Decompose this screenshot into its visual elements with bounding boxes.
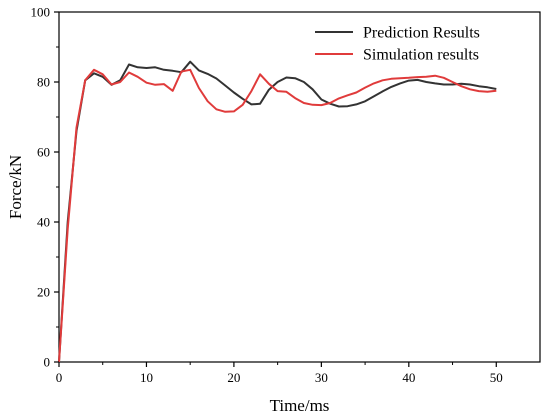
x-axis-title: Time/ms [270, 396, 330, 415]
x-tick-label: 50 [490, 370, 503, 385]
legend-label-0: Prediction Results [363, 25, 480, 42]
y-tick-label: 20 [37, 285, 50, 300]
y-tick-label: 40 [37, 215, 50, 230]
y-axis-title: Force/kN [6, 155, 25, 219]
y-tick-label: 60 [37, 145, 50, 160]
x-tick-label: 20 [227, 370, 240, 385]
axes-layer: 0 10 20 30 40 50 0 20 40 60 80 100 [31, 5, 503, 386]
y-tick-label: 80 [37, 75, 50, 90]
y-tick-label: 0 [44, 355, 51, 370]
series-line-1 [58, 68, 497, 363]
series-layer [58, 60, 497, 363]
x-tick-label: 40 [402, 370, 415, 385]
legend-label-1: Simulation results [363, 47, 479, 64]
y-tick-label: 100 [31, 5, 51, 20]
x-tick-label: 0 [56, 370, 63, 385]
legend: Prediction Results Simulation results [315, 25, 480, 64]
x-tick-label: 30 [315, 370, 328, 385]
x-tick-label: 10 [140, 370, 153, 385]
series-line-0 [58, 60, 497, 363]
